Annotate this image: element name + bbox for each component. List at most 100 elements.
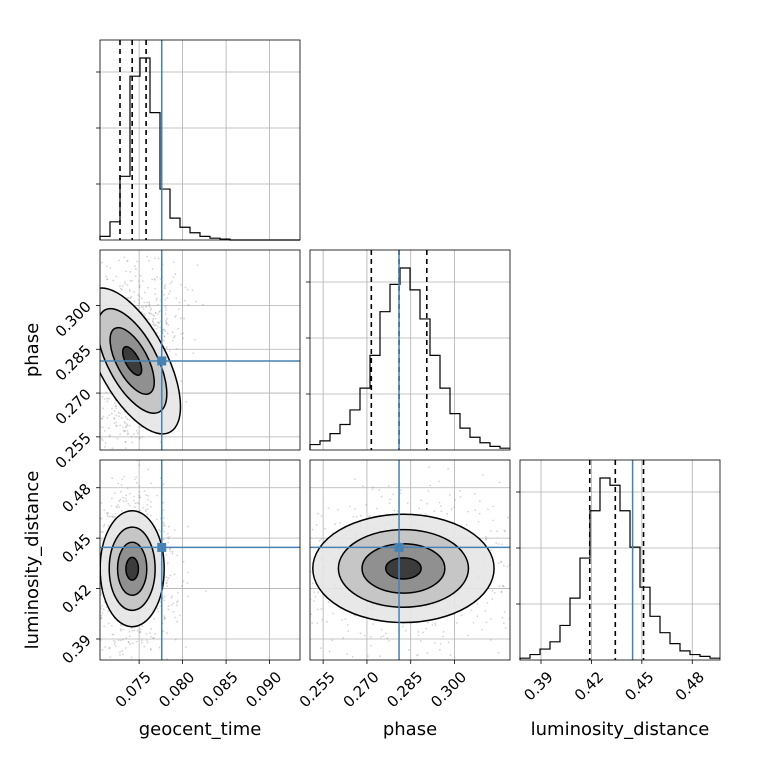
scatter-point	[128, 296, 130, 299]
scatter-point	[115, 424, 118, 427]
scatter-point	[291, 513, 293, 515]
scatter-point	[170, 596, 173, 599]
scatter-point	[95, 565, 97, 567]
scatter-point	[94, 386, 96, 388]
scatter-point	[354, 508, 356, 510]
scatter-point	[139, 437, 141, 439]
scatter-point	[495, 542, 498, 544]
scatter-point	[154, 633, 157, 635]
scatter-point	[105, 275, 108, 278]
scatter-point	[94, 408, 96, 410]
scatter-point	[91, 433, 93, 435]
scatter-point	[119, 498, 122, 501]
scatter-point	[95, 414, 97, 416]
scatter-point	[144, 660, 146, 662]
scatter-point	[278, 608, 280, 610]
scatter-point	[169, 574, 172, 577]
scatter-point	[500, 590, 503, 593]
scatter-point	[180, 333, 183, 335]
scatter-point	[138, 284, 141, 287]
scatter-point	[91, 386, 93, 388]
scatter-point	[118, 465, 120, 467]
scatter-point	[157, 246, 159, 248]
scatter-point	[135, 463, 137, 465]
scatter-point	[302, 616, 304, 618]
scatter-point	[128, 455, 130, 457]
scatter-point	[108, 397, 110, 400]
scatter-point	[126, 423, 129, 426]
scatter-point	[122, 430, 125, 433]
scatter-point	[126, 296, 129, 299]
scatter-point	[158, 321, 160, 323]
scatter-point	[506, 565, 509, 568]
scatter-point	[497, 543, 500, 545]
scatter-point	[149, 500, 152, 503]
scatter-point	[159, 326, 162, 329]
scatter-point	[106, 278, 109, 281]
scatter-point	[94, 470, 96, 472]
scatter-point	[154, 312, 157, 314]
scatter-point	[166, 658, 169, 660]
scatter-point	[149, 632, 151, 635]
scatter-point	[145, 639, 148, 642]
scatter-point	[302, 526, 304, 528]
scatter-point	[142, 305, 144, 308]
scatter-point	[89, 574, 91, 576]
panel-frame	[99, 249, 301, 451]
x-tick-label-phase: 0.285	[383, 668, 426, 711]
scatter-point	[153, 314, 156, 317]
scatter-point	[154, 257, 156, 260]
scatter-point	[162, 501, 165, 504]
truth-marker	[157, 356, 167, 366]
scatter-point	[406, 502, 409, 505]
scatter-point	[126, 260, 128, 263]
scatter-point	[114, 402, 116, 405]
scatter-point	[501, 616, 504, 619]
scatter-point	[119, 623, 122, 626]
contour-line	[108, 526, 156, 612]
scatter-point	[166, 532, 169, 535]
scatter-point	[134, 275, 137, 278]
scatter-point	[524, 566, 526, 568]
scatter-point	[120, 417, 123, 419]
scatter-point	[546, 595, 548, 597]
contour-line	[100, 307, 168, 415]
scatter-point	[166, 332, 169, 335]
scatter-point	[100, 517, 103, 520]
truth-marker	[157, 542, 167, 552]
scatter-point	[453, 506, 455, 509]
scatter-point	[173, 335, 176, 337]
scatter-point	[97, 464, 99, 466]
scatter-point	[129, 492, 131, 495]
scatter-point	[110, 412, 113, 415]
y-tick-label-phase: 0.255	[52, 429, 95, 472]
scatter-point	[114, 516, 116, 518]
scatter-point	[102, 531, 104, 534]
scatter-panel-luminosity_distance-geocent_time	[89, 459, 301, 662]
histogram-geocent_time	[99, 57, 300, 241]
scatter-point	[392, 493, 395, 496]
scatter-point	[103, 430, 106, 432]
scatter-point	[346, 623, 349, 626]
scatter-point	[106, 513, 109, 515]
contour-line	[116, 541, 148, 596]
scatter-point	[311, 622, 314, 624]
scatter-point	[146, 301, 149, 304]
scatter-point	[106, 400, 109, 403]
scatter-point	[100, 617, 103, 619]
scatter-point	[424, 513, 427, 516]
scatter-point	[119, 433, 122, 436]
scatter-point	[328, 650, 331, 653]
scatter-point	[288, 556, 290, 558]
scatter-point	[183, 317, 185, 320]
scatter-point	[305, 590, 307, 592]
scatter-point	[114, 512, 117, 515]
scatter-point	[353, 614, 356, 617]
scatter-point	[131, 629, 134, 632]
scatter-point	[428, 466, 430, 469]
scatter-point	[95, 516, 97, 518]
scatter-point	[146, 503, 149, 506]
scatter-point	[313, 591, 316, 593]
scatter-point	[360, 514, 362, 517]
y-tick-label-phase: 0.285	[52, 341, 95, 384]
